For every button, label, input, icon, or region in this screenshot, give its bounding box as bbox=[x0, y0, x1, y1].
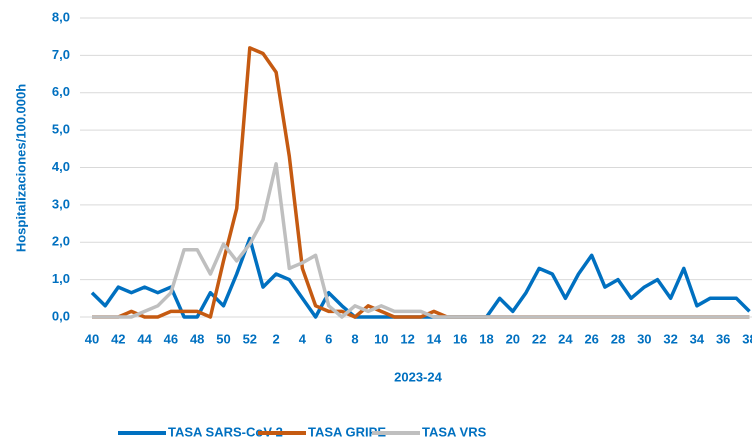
legend-label: TASA VRS bbox=[422, 424, 487, 439]
x-tick-label: 38 bbox=[742, 331, 752, 346]
legend-label: TASA GRIPE bbox=[308, 424, 386, 439]
x-tick-label: 6 bbox=[325, 331, 332, 346]
y-tick-label: 7,0 bbox=[52, 47, 70, 62]
x-axis-label: 2023-24 bbox=[394, 369, 442, 384]
x-tick-label: 8 bbox=[351, 331, 358, 346]
y-tick-label: 4,0 bbox=[52, 159, 70, 174]
x-tick-label: 10 bbox=[374, 331, 388, 346]
y-tick-label: 6,0 bbox=[52, 84, 70, 99]
x-tick-label: 28 bbox=[611, 331, 625, 346]
x-tick-label: 22 bbox=[532, 331, 546, 346]
y-tick-label: 1,0 bbox=[52, 271, 70, 286]
legend-label: TASA SARS-CoV-2 bbox=[168, 424, 283, 439]
y-tick-label: 3,0 bbox=[52, 196, 70, 211]
x-tick-label: 16 bbox=[453, 331, 467, 346]
x-tick-label: 40 bbox=[85, 331, 99, 346]
x-tick-label: 50 bbox=[216, 331, 230, 346]
x-tick-label: 20 bbox=[506, 331, 520, 346]
series-line bbox=[92, 162, 750, 319]
y-tick-label: 8,0 bbox=[52, 9, 70, 24]
y-tick-label: 5,0 bbox=[52, 122, 70, 137]
x-tick-label: 32 bbox=[663, 331, 677, 346]
x-tick-label: 36 bbox=[716, 331, 730, 346]
series-line bbox=[92, 46, 750, 319]
x-tick-label: 48 bbox=[190, 331, 204, 346]
x-tick-label: 42 bbox=[111, 331, 125, 346]
x-tick-label: 18 bbox=[479, 331, 493, 346]
x-tick-label: 46 bbox=[164, 331, 178, 346]
x-tick-label: 26 bbox=[584, 331, 598, 346]
x-tick-label: 52 bbox=[243, 331, 257, 346]
x-tick-label: 24 bbox=[558, 331, 573, 346]
x-tick-label: 30 bbox=[637, 331, 651, 346]
x-tick-label: 44 bbox=[137, 331, 152, 346]
x-tick-label: 14 bbox=[427, 331, 442, 346]
x-tick-label: 2 bbox=[272, 331, 279, 346]
x-tick-label: 12 bbox=[400, 331, 414, 346]
x-tick-label: 4 bbox=[299, 331, 307, 346]
y-tick-label: 2,0 bbox=[52, 234, 70, 249]
y-axis-label: Hospitalizaciones/100.000h bbox=[13, 84, 28, 252]
y-tick-label: 0,0 bbox=[52, 308, 70, 323]
x-tick-label: 34 bbox=[690, 331, 705, 346]
